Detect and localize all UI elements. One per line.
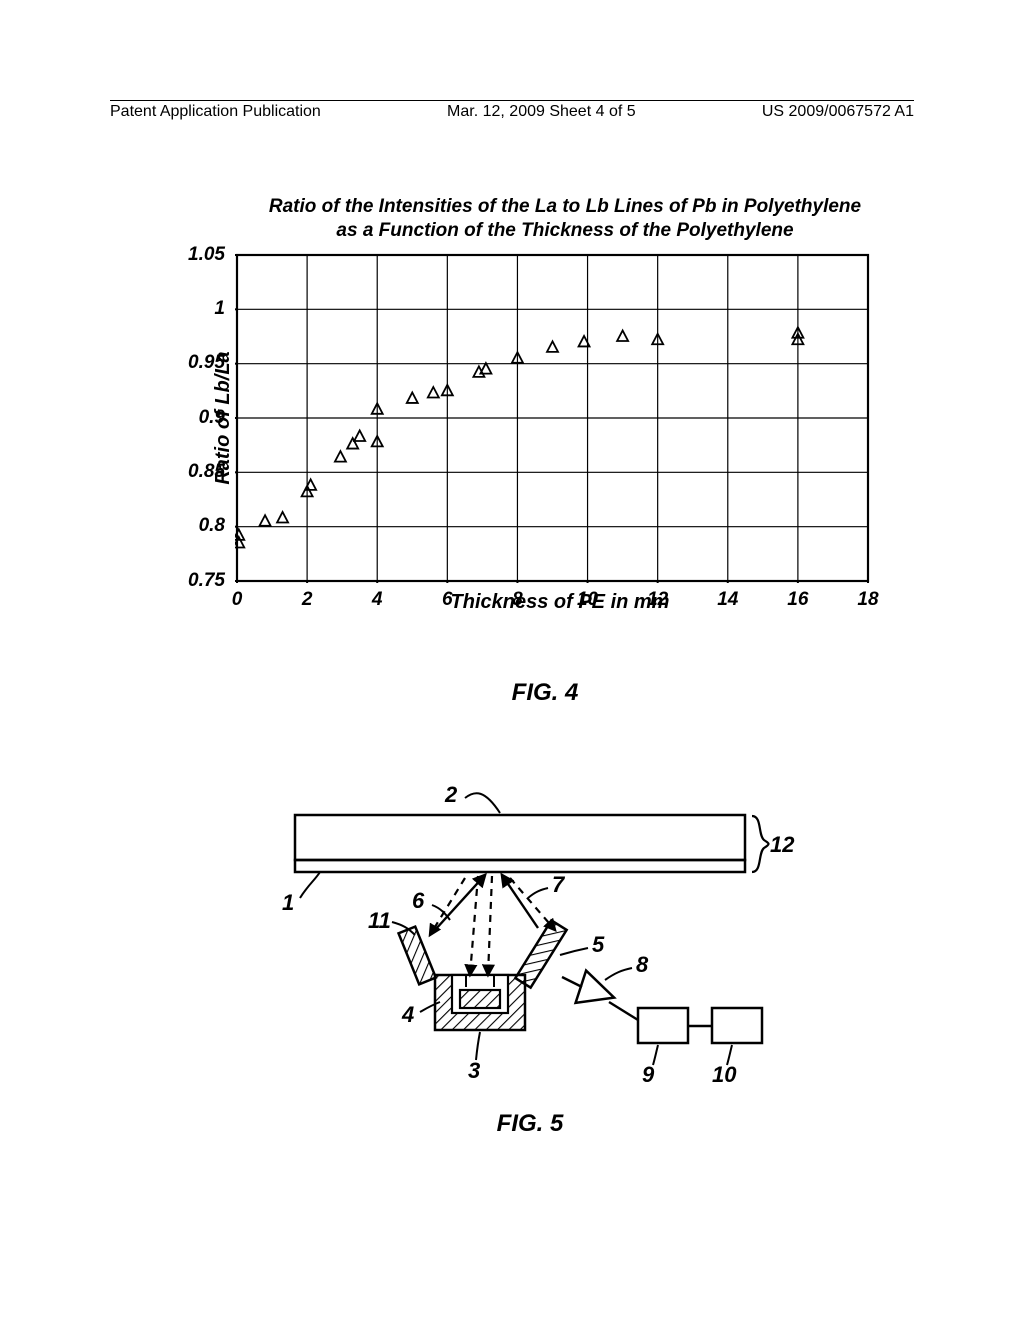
xtick-label: 14 — [717, 589, 738, 611]
xtick-label: 6 — [442, 589, 453, 611]
ytick-label: 1 — [214, 298, 225, 320]
annotation-5: 5 — [592, 932, 605, 957]
leader-5 — [560, 948, 588, 955]
detector-assembly — [435, 975, 525, 1030]
header-center: Mar. 12, 2009 Sheet 4 of 5 — [447, 103, 636, 121]
ytick-label: 0.75 — [188, 570, 225, 592]
leader-1: 1 — [282, 872, 320, 915]
xtick-label: 16 — [787, 589, 808, 611]
annotation-12: 12 — [770, 832, 795, 857]
header-left: Patent Application Publication — [110, 103, 321, 121]
xtick-label: 10 — [577, 589, 598, 611]
amplifier-icon — [562, 971, 638, 1020]
ytick-label: 0.85 — [188, 461, 225, 483]
annotation-10: 10 — [712, 1062, 737, 1087]
ytick-label: 0.8 — [199, 515, 225, 537]
chart-title: Ratio of the Intensities of the La to Lb… — [245, 195, 885, 243]
header-right: US 2009/0067572 A1 — [762, 103, 914, 121]
chart-plot-area: Ratio of Lb/La 0.750.80.850.90.9511.0502… — [235, 253, 870, 583]
xtick-label: 12 — [647, 589, 668, 611]
ytick-label: 0.9 — [199, 407, 225, 429]
figure-5-caption: FIG. 5 — [260, 1110, 800, 1138]
annotation-6: 6 — [412, 888, 425, 913]
figure-5: 12 2 1 — [260, 780, 800, 1138]
ytick-label: 1.05 — [188, 244, 225, 266]
figure-4: Ratio of the Intensities of the La to Lb… — [145, 195, 885, 707]
leader-3 — [476, 1032, 480, 1060]
leader-6 — [432, 905, 450, 920]
annotation-8: 8 — [636, 952, 649, 977]
ytick-label: 0.95 — [188, 352, 225, 374]
figure-4-caption: FIG. 4 — [205, 679, 885, 707]
chart-title-line1: Ratio of the Intensities of the La to Lb… — [269, 196, 861, 217]
xtick-label: 2 — [302, 589, 313, 611]
annotation-4: 4 — [401, 1002, 414, 1027]
source-tube-right — [515, 920, 566, 987]
page-header: Patent Application Publication Mar. 12, … — [110, 100, 914, 121]
chart-title-line2: as a Function of the Thickness of the Po… — [336, 220, 793, 241]
leader-7 — [528, 888, 548, 898]
annotation-9: 9 — [642, 1062, 655, 1087]
xtick-label: 18 — [857, 589, 878, 611]
svg-text:1: 1 — [282, 890, 294, 915]
sample-stack — [295, 815, 745, 872]
diagram-fig5: 12 2 1 — [260, 780, 800, 1090]
annotation-7: 7 — [552, 872, 566, 897]
annotation-11: 11 — [368, 908, 391, 933]
xtick-label: 8 — [512, 589, 523, 611]
leader-2: 2 — [444, 782, 500, 813]
source-tube-left — [399, 927, 436, 985]
leader-8 — [605, 968, 632, 980]
xtick-label: 4 — [372, 589, 383, 611]
xtick-label: 0 — [232, 589, 243, 611]
electronics-box-10 — [712, 1008, 762, 1043]
electronics-box-9 — [638, 1008, 688, 1043]
scatter-chart — [235, 253, 870, 583]
annotation-3: 3 — [468, 1058, 480, 1083]
svg-text:2: 2 — [444, 782, 458, 807]
brace-icon — [752, 816, 769, 872]
